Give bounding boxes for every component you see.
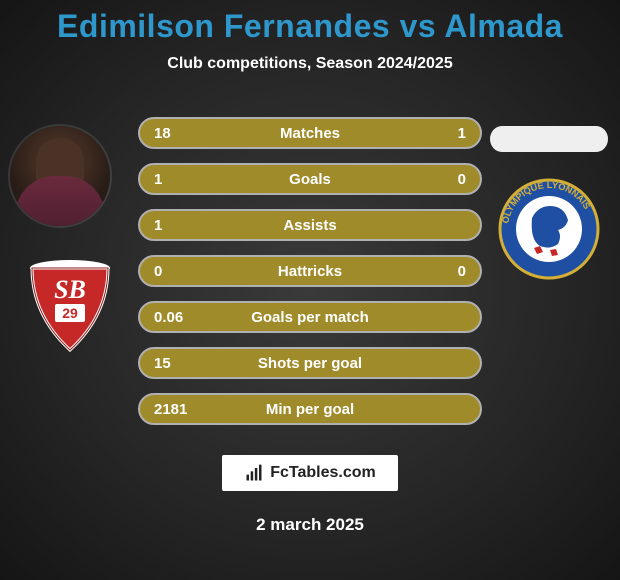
- stat-row: 2181 Min per goal: [138, 393, 482, 425]
- stat-left-value: 0: [154, 263, 162, 280]
- stat-row: 18 Matches 1: [138, 117, 482, 149]
- stat-label: Matches: [280, 125, 340, 142]
- date-text: 2 march 2025: [256, 515, 364, 535]
- club-right-badge: OLYMPIQUE LYONNAIS: [498, 178, 600, 264]
- stat-left-value: 15: [154, 355, 171, 372]
- stat-row: 1 Goals 0: [138, 163, 482, 195]
- stat-right-value: 1: [458, 125, 466, 142]
- stat-row: 1 Assists: [138, 209, 482, 241]
- stat-label: Shots per goal: [258, 355, 362, 372]
- stat-left-value: 1: [154, 171, 162, 188]
- stat-row: 0 Hattricks 0: [138, 255, 482, 287]
- brand-logo: FcTables.com: [222, 455, 398, 491]
- stat-label: Hattricks: [278, 263, 342, 280]
- stat-row: 0.06 Goals per match: [138, 301, 482, 333]
- page-title: Edimilson Fernandes vs Almada: [57, 8, 563, 45]
- player-right-placeholder: [490, 126, 608, 152]
- brand-text: FcTables.com: [270, 464, 376, 482]
- svg-text:29: 29: [62, 305, 78, 321]
- svg-text:SB: SB: [54, 275, 86, 304]
- stat-right-value: 0: [458, 171, 466, 188]
- player-left-photo: [10, 126, 110, 226]
- club-left-badge: SB 29: [20, 260, 120, 344]
- stat-label: Assists: [283, 217, 336, 234]
- page-subtitle: Club competitions, Season 2024/2025: [167, 55, 452, 73]
- stat-row: 15 Shots per goal: [138, 347, 482, 379]
- stat-label: Goals: [289, 171, 331, 188]
- stat-left-value: 0.06: [154, 309, 183, 326]
- stat-left-value: 1: [154, 217, 162, 234]
- comparison-card: Edimilson Fernandes vs Almada Club compe…: [0, 0, 620, 580]
- chart-icon: [244, 463, 264, 483]
- stat-label: Goals per match: [251, 309, 369, 326]
- stat-right-value: 0: [458, 263, 466, 280]
- stat-label: Min per goal: [266, 401, 354, 418]
- stat-left-value: 2181: [154, 401, 187, 418]
- stats-list: 18 Matches 1 1 Goals 0 1 Assists 0 Hattr…: [138, 117, 482, 425]
- stat-left-value: 18: [154, 125, 171, 142]
